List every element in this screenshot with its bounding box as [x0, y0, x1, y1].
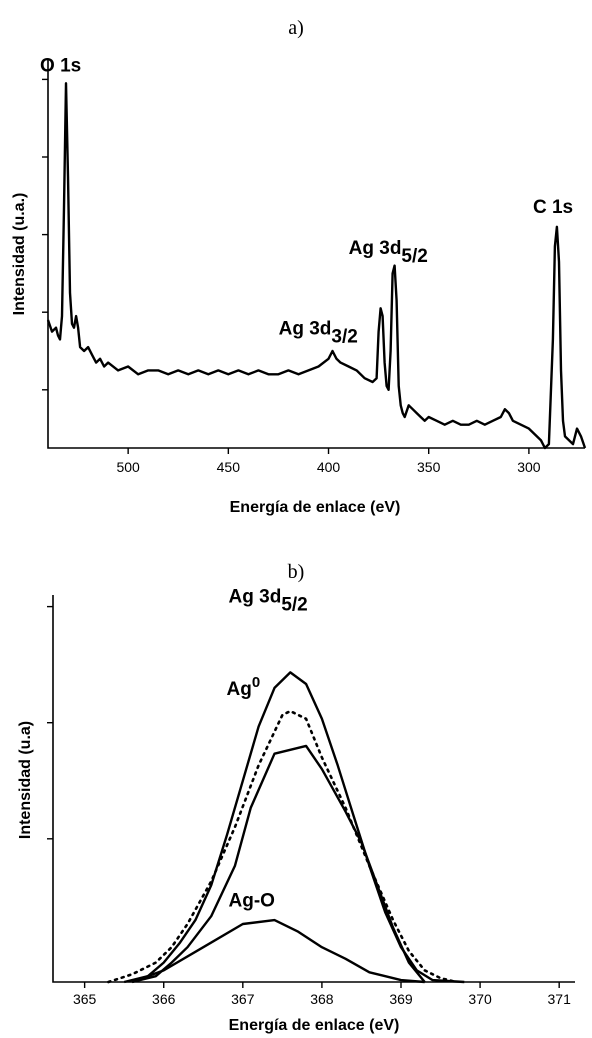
panel-b: b) Intensidad (u.a) Energía de enlace (e…: [17, 561, 575, 1034]
panel-b-xlabel: Energía de enlace (eV): [229, 1017, 400, 1034]
panel-b-xtick-label-6: 371: [548, 991, 572, 1007]
panel-a-ylabel: Intensidad (u.a.): [11, 193, 28, 316]
panel-a-xticks: 500 450 400 350 300: [116, 448, 541, 475]
panel-b-annotation-2: Ag-O: [229, 890, 275, 911]
panel-b-ylabel: Intensidad (u.a): [17, 721, 34, 839]
panel-a-yticks: [42, 78, 48, 391]
panel-a-axes: [47, 60, 585, 449]
panel-b-yticks: [47, 605, 53, 840]
panel-a-xtick-label-4: 300: [517, 459, 541, 475]
panel-b-series-line-1: [131, 744, 426, 984]
panel-b-axes: [52, 595, 575, 983]
panel-a-series: [46, 82, 587, 450]
panel-b-xtick-label-0: 365: [73, 991, 97, 1007]
panel-a: a) Intensidad (u.a.) Energía de enlace (…: [11, 17, 587, 516]
panel-a-label: a): [288, 17, 304, 39]
panel-a-series-line-0: [46, 82, 587, 450]
panel-b-series-line-3: [107, 709, 458, 984]
panel-b-xtick-label-3: 368: [310, 991, 334, 1007]
panel-b-series: [107, 671, 465, 984]
panel-b-annotation-1: Ag0: [227, 674, 261, 700]
panel-b-xtick-label-4: 369: [389, 991, 413, 1007]
panel-a-xtick-label-0: 500: [116, 459, 140, 475]
panel-a-xlabel: Energía de enlace (eV): [230, 499, 401, 516]
panel-b-xtick-label-1: 366: [152, 991, 176, 1007]
panel-a-annotation-3: C 1s: [533, 197, 573, 218]
panel-a-annotations: O 1s Ag 3d3/2 Ag 3d5/2 C 1s: [40, 56, 573, 348]
panel-a-annotation-2: Ag 3d5/2: [349, 238, 428, 267]
panel-b-label: b): [288, 561, 305, 583]
panel-b-xtick-label-2: 367: [231, 991, 255, 1007]
panel-a-xtick-label-1: 450: [217, 459, 241, 475]
panel-a-xtick-label-3: 350: [417, 459, 441, 475]
panel-b-series-line-2: [131, 918, 425, 984]
panel-a-xtick-label-2: 400: [317, 459, 341, 475]
panel-a-annotation-1: Ag 3d3/2: [279, 319, 358, 348]
panel-b-annotation-0: Ag 3d5/2: [229, 587, 308, 616]
panel-b-xticks: 365 366 367 368 369 370 371: [73, 982, 571, 1007]
panel-b-xtick-label-5: 370: [468, 991, 492, 1007]
panel-b-series-line-0: [123, 671, 465, 984]
panel-a-annotation-0: O 1s: [40, 56, 81, 77]
